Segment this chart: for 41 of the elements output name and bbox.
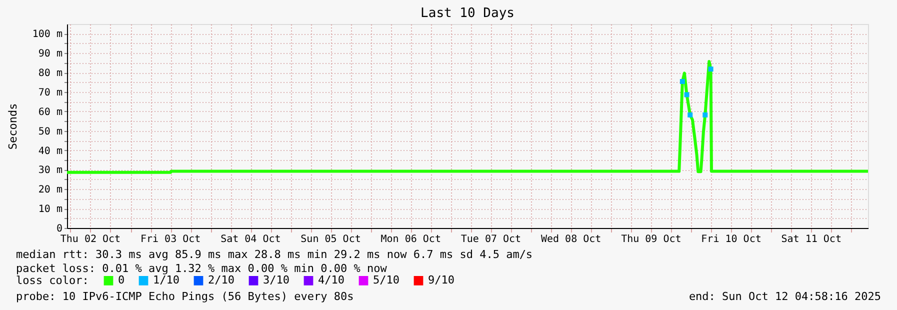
x-tick-label: Thu 02 Oct (60, 234, 121, 245)
y-tick-label: 50 m (38, 126, 62, 138)
y-tick-label: 20 m (38, 184, 62, 196)
legend-label: 0 (118, 274, 125, 287)
point (680, 79, 685, 84)
point (688, 112, 693, 118)
y-tick-label: 100 m (32, 29, 62, 40)
legend-label: 2/10 (208, 274, 234, 287)
y-tick-label: 70 m (38, 88, 62, 98)
x-tick-label: Tue 07 Oct (460, 234, 522, 245)
y-tick-label: 80 m (38, 68, 62, 80)
text: probe: 10 IPv6-ICMP Echo Pings (56 Bytes) every 80s (16, 290, 354, 303)
y-tick-label: 40 m (38, 146, 62, 157)
x-tick-label: Wed 08 Oct (540, 234, 602, 245)
x-tick-label: Sun 05 Oct (300, 234, 361, 245)
text: packet loss: 0.01 % avg 1.32 % max 0.00 % min 0.00 % now (16, 262, 388, 275)
x-tick-label: Mon 06 Oct (380, 234, 441, 245)
legend-label: 1/10 (153, 274, 180, 287)
legend-label: 4/10 (318, 274, 344, 287)
x-tick-label: Sat 11 Oct (781, 234, 842, 245)
y-tick-label: 90 m (38, 48, 62, 60)
legend-label: 3/10 (263, 274, 290, 287)
text: median rtt: 30.3 ms avg 85.9 ms max 28.8 ms min 29.2 ms now 6.7 ms sd 4.5 am/s (16, 248, 533, 261)
y-tick-label: 60 m (38, 106, 62, 118)
x-tick-label: Fri 10 Oct (701, 234, 762, 245)
y-tick-label: 0 (56, 224, 62, 234)
x-tick-label: Fri 03 Oct (140, 234, 201, 245)
legend-label: 5/10 (373, 274, 400, 287)
x-tick-label: Thu 09 Oct (621, 234, 682, 245)
point (702, 112, 708, 118)
line-series (66, 60, 870, 174)
legend-label: 9/10 (428, 274, 454, 287)
x-tick-label: Sat 04 Oct (220, 234, 281, 245)
point (684, 92, 690, 98)
chart-title: Last 10 Days (420, 6, 514, 21)
y-tick-label: 10 m (38, 204, 62, 216)
text: end: Sun Oct 12 04:58:16 2025 (688, 290, 881, 303)
y-tick-label: 30 m (38, 165, 62, 176)
legend-title: loss color: (16, 274, 89, 287)
point (708, 66, 714, 72)
y-axis-title: Seconds (6, 103, 20, 150)
